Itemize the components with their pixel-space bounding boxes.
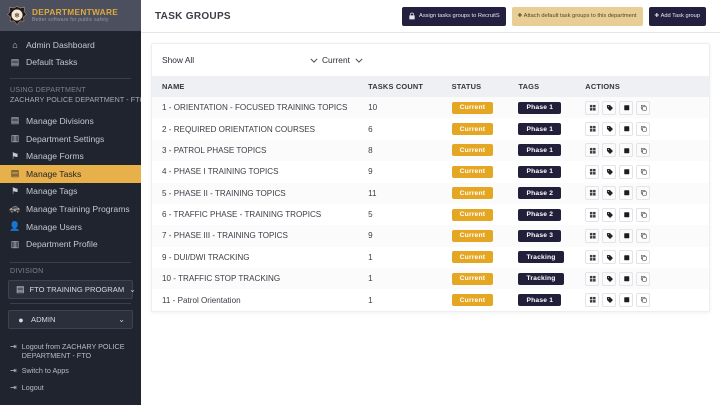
svg-text:✻: ✻ — [14, 11, 20, 19]
